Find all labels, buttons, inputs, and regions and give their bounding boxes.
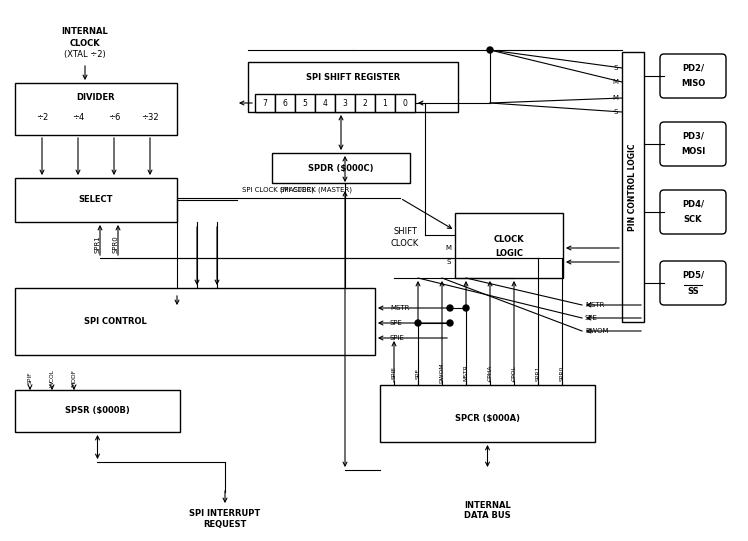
Text: DIVIDER: DIVIDER — [77, 93, 115, 102]
Text: SHIFT: SHIFT — [393, 227, 417, 235]
Text: SELECT: SELECT — [79, 195, 113, 204]
Text: SPI CLOCK (MASTER): SPI CLOCK (MASTER) — [242, 187, 314, 193]
Text: PIN CONTROL LOGIC: PIN CONTROL LOGIC — [628, 143, 637, 231]
Text: CPOL: CPOL — [512, 365, 517, 381]
Text: M: M — [612, 79, 618, 85]
FancyBboxPatch shape — [660, 190, 726, 234]
Bar — [15, 178, 177, 222]
Text: MOSI: MOSI — [681, 148, 705, 156]
Text: SPCR ($000A): SPCR ($000A) — [455, 414, 520, 423]
Text: SPE: SPE — [390, 320, 403, 326]
Bar — [295, 94, 315, 112]
Text: SPI CONTROL: SPI CONTROL — [84, 317, 147, 326]
Text: LOGIC: LOGIC — [495, 249, 523, 258]
Circle shape — [415, 320, 421, 326]
Text: SPI INTERRUPT: SPI INTERRUPT — [189, 510, 260, 518]
Text: INTERNAL: INTERNAL — [61, 28, 108, 36]
Text: PD3/: PD3/ — [682, 131, 704, 141]
Text: S: S — [447, 259, 451, 265]
Text: CLOCK: CLOCK — [70, 38, 100, 48]
Text: SPSR ($000B): SPSR ($000B) — [65, 406, 130, 415]
Text: PD5/: PD5/ — [682, 270, 704, 280]
Bar — [315, 94, 335, 112]
Text: SPR1: SPR1 — [536, 365, 541, 381]
FancyBboxPatch shape — [660, 54, 726, 98]
Bar — [248, 62, 458, 112]
Text: MSTR: MSTR — [464, 365, 468, 381]
Text: INTERNAL: INTERNAL — [464, 500, 511, 510]
Text: CPHA: CPHA — [488, 365, 492, 381]
Text: M: M — [612, 95, 618, 101]
Bar — [622, 52, 644, 322]
Text: MSTR: MSTR — [585, 302, 604, 308]
Text: SCK: SCK — [684, 215, 702, 225]
Bar — [380, 385, 595, 442]
Bar — [395, 94, 415, 112]
Text: M: M — [445, 245, 451, 251]
Text: 4: 4 — [322, 98, 328, 108]
Text: SPR0: SPR0 — [113, 235, 119, 253]
Bar — [255, 94, 275, 112]
Text: SPDR ($000C): SPDR ($000C) — [308, 163, 374, 173]
Text: ÷32: ÷32 — [141, 113, 159, 122]
Text: (XTAL ÷2): (XTAL ÷2) — [64, 49, 106, 58]
Bar — [15, 288, 375, 355]
Text: DWOM: DWOM — [585, 328, 609, 334]
Bar — [355, 94, 375, 112]
Text: 0: 0 — [402, 98, 408, 108]
Text: REQUEST: REQUEST — [203, 519, 247, 529]
Text: ÷4: ÷4 — [72, 113, 84, 122]
Text: SPI SHIFT REGISTER: SPI SHIFT REGISTER — [306, 74, 400, 82]
Text: DWOM: DWOM — [440, 363, 444, 383]
Text: WCOL: WCOL — [49, 369, 55, 387]
Circle shape — [447, 320, 453, 326]
Text: S: S — [613, 65, 618, 71]
Text: 1: 1 — [383, 98, 387, 108]
Text: SPR1: SPR1 — [95, 235, 101, 253]
Text: S: S — [613, 109, 618, 115]
Circle shape — [463, 305, 469, 311]
Text: 6: 6 — [283, 98, 287, 108]
Bar — [15, 83, 177, 135]
Bar — [455, 213, 563, 278]
Circle shape — [487, 47, 493, 53]
Text: PD2/: PD2/ — [682, 63, 704, 72]
Text: MISO: MISO — [681, 80, 705, 89]
Text: 7: 7 — [263, 98, 268, 108]
Text: SPIE: SPIE — [390, 335, 405, 341]
Bar — [335, 94, 355, 112]
FancyBboxPatch shape — [660, 261, 726, 305]
Text: SPE: SPE — [585, 315, 598, 321]
Bar — [272, 153, 410, 183]
Text: ÷2: ÷2 — [36, 113, 48, 122]
FancyBboxPatch shape — [660, 122, 726, 166]
Text: MODF: MODF — [72, 369, 76, 387]
Text: DATA BUS: DATA BUS — [465, 511, 511, 520]
Text: SPIF: SPIF — [28, 372, 32, 384]
Text: ÷6: ÷6 — [108, 113, 120, 122]
Bar — [275, 94, 295, 112]
Text: CLOCK: CLOCK — [391, 239, 419, 247]
Bar — [15, 390, 180, 432]
Circle shape — [447, 305, 453, 311]
Text: 5: 5 — [302, 98, 307, 108]
Text: SPI CLOCK (MASTER): SPI CLOCK (MASTER) — [280, 187, 352, 193]
Text: SPR0: SPR0 — [560, 365, 565, 381]
Text: 3: 3 — [343, 98, 347, 108]
Bar — [375, 94, 395, 112]
Text: SS: SS — [687, 287, 699, 295]
Text: MSTR: MSTR — [390, 305, 409, 311]
Text: SPIE: SPIE — [391, 367, 396, 379]
Text: 2: 2 — [363, 98, 367, 108]
Text: PD4/: PD4/ — [682, 200, 704, 208]
Text: CLOCK: CLOCK — [494, 235, 524, 244]
Text: SPE: SPE — [415, 367, 420, 379]
